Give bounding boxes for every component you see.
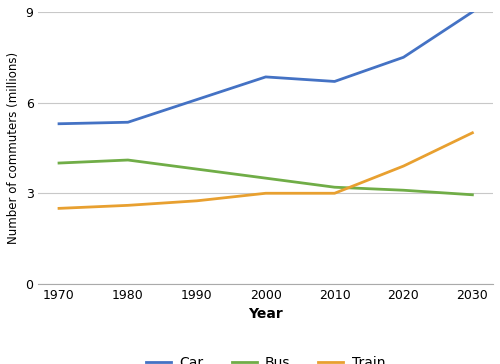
Legend: Car, Bus, Train: Car, Bus, Train xyxy=(141,351,390,364)
Bus xyxy=(194,167,200,171)
Line: Bus: Bus xyxy=(59,160,472,195)
Train xyxy=(262,191,268,195)
Bus xyxy=(125,158,131,162)
Bus xyxy=(56,161,62,165)
Train xyxy=(125,203,131,207)
Line: Train: Train xyxy=(59,133,472,208)
Train xyxy=(470,131,476,135)
Car xyxy=(194,98,200,102)
Train xyxy=(194,199,200,203)
Car xyxy=(332,79,338,84)
Train xyxy=(56,206,62,210)
Train xyxy=(332,191,338,195)
X-axis label: Year: Year xyxy=(248,307,283,321)
Line: Car: Car xyxy=(59,12,472,124)
Car xyxy=(56,122,62,126)
Bus xyxy=(400,188,406,193)
Train xyxy=(400,164,406,168)
Car xyxy=(262,75,268,79)
Car xyxy=(400,55,406,59)
Y-axis label: Number of commuters (millions): Number of commuters (millions) xyxy=(7,52,20,244)
Car xyxy=(125,120,131,124)
Bus xyxy=(332,185,338,189)
Car xyxy=(470,10,476,14)
Bus xyxy=(470,193,476,197)
Bus xyxy=(262,176,268,180)
